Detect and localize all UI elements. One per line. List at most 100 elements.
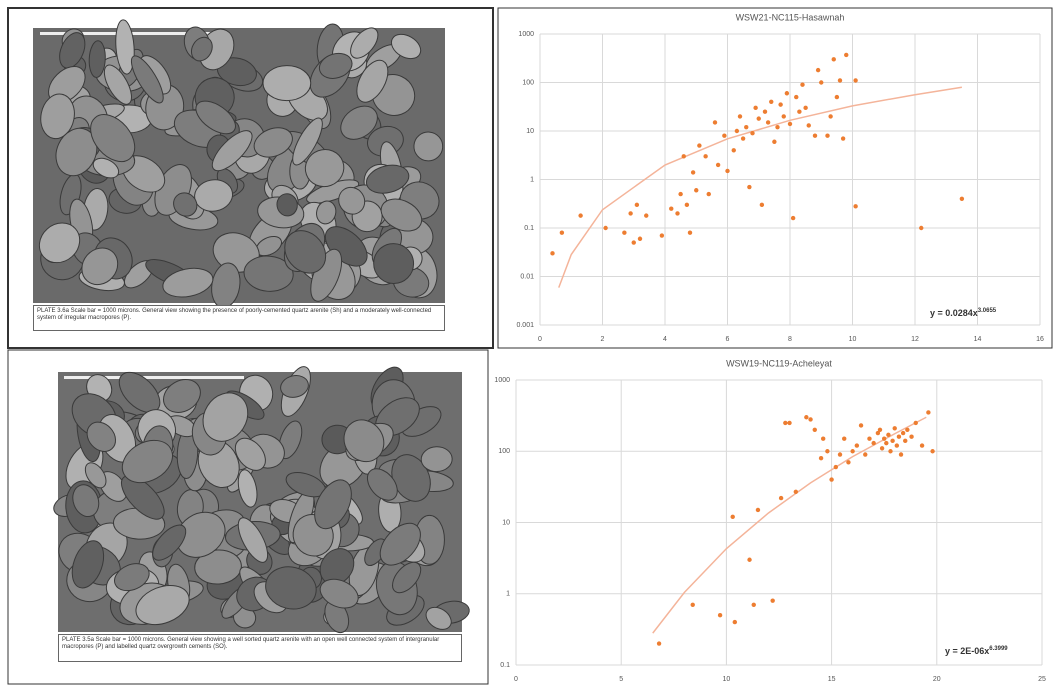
data-point <box>675 211 680 216</box>
data-point <box>787 420 792 426</box>
grain <box>86 421 117 452</box>
grain <box>338 186 366 215</box>
grain <box>292 117 323 166</box>
grain <box>318 52 353 79</box>
grain <box>319 578 359 609</box>
data-point <box>882 436 887 441</box>
grain <box>237 517 269 563</box>
data-point <box>812 133 818 138</box>
trend-equation: y = 2E-06x6.3999 <box>945 646 1008 657</box>
data-point <box>884 440 889 446</box>
data-point <box>740 136 746 141</box>
x-tick-label: 10 <box>723 676 731 683</box>
data-point <box>858 423 864 428</box>
grain <box>115 19 135 75</box>
data-point <box>634 202 640 208</box>
data-point <box>759 202 765 208</box>
data-point <box>712 120 718 125</box>
data-point <box>775 124 780 130</box>
data-point <box>926 410 931 415</box>
grain <box>343 419 385 463</box>
data-point <box>812 427 817 433</box>
data-point <box>722 133 727 138</box>
plate-frame <box>7 349 489 685</box>
grain <box>173 192 198 217</box>
y-tick-label: 1 <box>506 591 510 598</box>
grain <box>103 64 132 105</box>
data-point <box>644 213 649 218</box>
y-tick-label: 1000 <box>494 377 510 384</box>
data-point <box>909 434 914 439</box>
data-point <box>772 139 777 144</box>
data-point <box>804 415 809 420</box>
grain <box>92 157 120 179</box>
data-point <box>703 154 708 159</box>
grain <box>380 198 423 232</box>
data-point <box>879 446 885 451</box>
data-point <box>831 57 836 62</box>
data-point <box>894 443 900 448</box>
equation-text: y = 0.0284x <box>930 308 978 318</box>
data-point <box>886 432 891 438</box>
x-tick-label: 2 <box>601 336 605 343</box>
grain <box>276 193 298 217</box>
data-point <box>875 430 881 436</box>
grain <box>71 540 105 589</box>
y-tick-label: 0.001 <box>516 322 534 329</box>
grain <box>55 127 98 177</box>
data-point <box>806 123 811 128</box>
data-point <box>825 449 830 454</box>
y-tick-label: 1 <box>530 176 534 183</box>
data-point <box>797 109 802 114</box>
data-point <box>730 514 735 520</box>
grain <box>190 36 213 62</box>
data-point <box>825 133 830 138</box>
data-point <box>781 114 786 119</box>
data-point <box>913 420 918 426</box>
data-point <box>877 427 883 433</box>
grain <box>175 511 226 558</box>
grain <box>211 130 253 172</box>
data-point <box>837 452 843 457</box>
grain <box>59 32 86 69</box>
data-point <box>669 206 674 211</box>
data-point <box>715 162 721 168</box>
data-point <box>762 109 768 114</box>
x-tick-label: 4 <box>663 336 667 343</box>
data-point <box>808 417 813 422</box>
grain <box>38 222 81 264</box>
data-point <box>833 464 839 470</box>
grain <box>90 114 136 163</box>
grain <box>234 437 266 471</box>
data-point <box>550 251 555 256</box>
data-point <box>734 128 740 134</box>
x-tick-label: 12 <box>911 336 919 343</box>
data-point <box>659 233 665 238</box>
data-point <box>628 211 633 216</box>
grain <box>237 469 258 508</box>
data-point <box>778 495 784 501</box>
plate-frame <box>7 7 494 349</box>
grain <box>316 200 337 225</box>
data-point <box>850 449 855 454</box>
data-point <box>731 148 736 153</box>
x-tick-label: 6 <box>726 336 730 343</box>
data-point <box>853 78 858 83</box>
data-point <box>905 427 910 433</box>
data-point <box>820 436 826 441</box>
data-point <box>770 598 775 603</box>
data-point <box>790 215 796 221</box>
data-point <box>747 557 752 562</box>
grain <box>253 127 293 158</box>
grain <box>379 522 421 566</box>
data-point <box>755 507 761 513</box>
data-point <box>842 436 847 441</box>
data-point <box>900 430 906 436</box>
data-point <box>854 443 860 448</box>
grain <box>265 566 317 610</box>
grain <box>135 584 190 626</box>
grain <box>120 475 165 520</box>
grain <box>390 33 422 60</box>
data-point <box>603 225 608 231</box>
